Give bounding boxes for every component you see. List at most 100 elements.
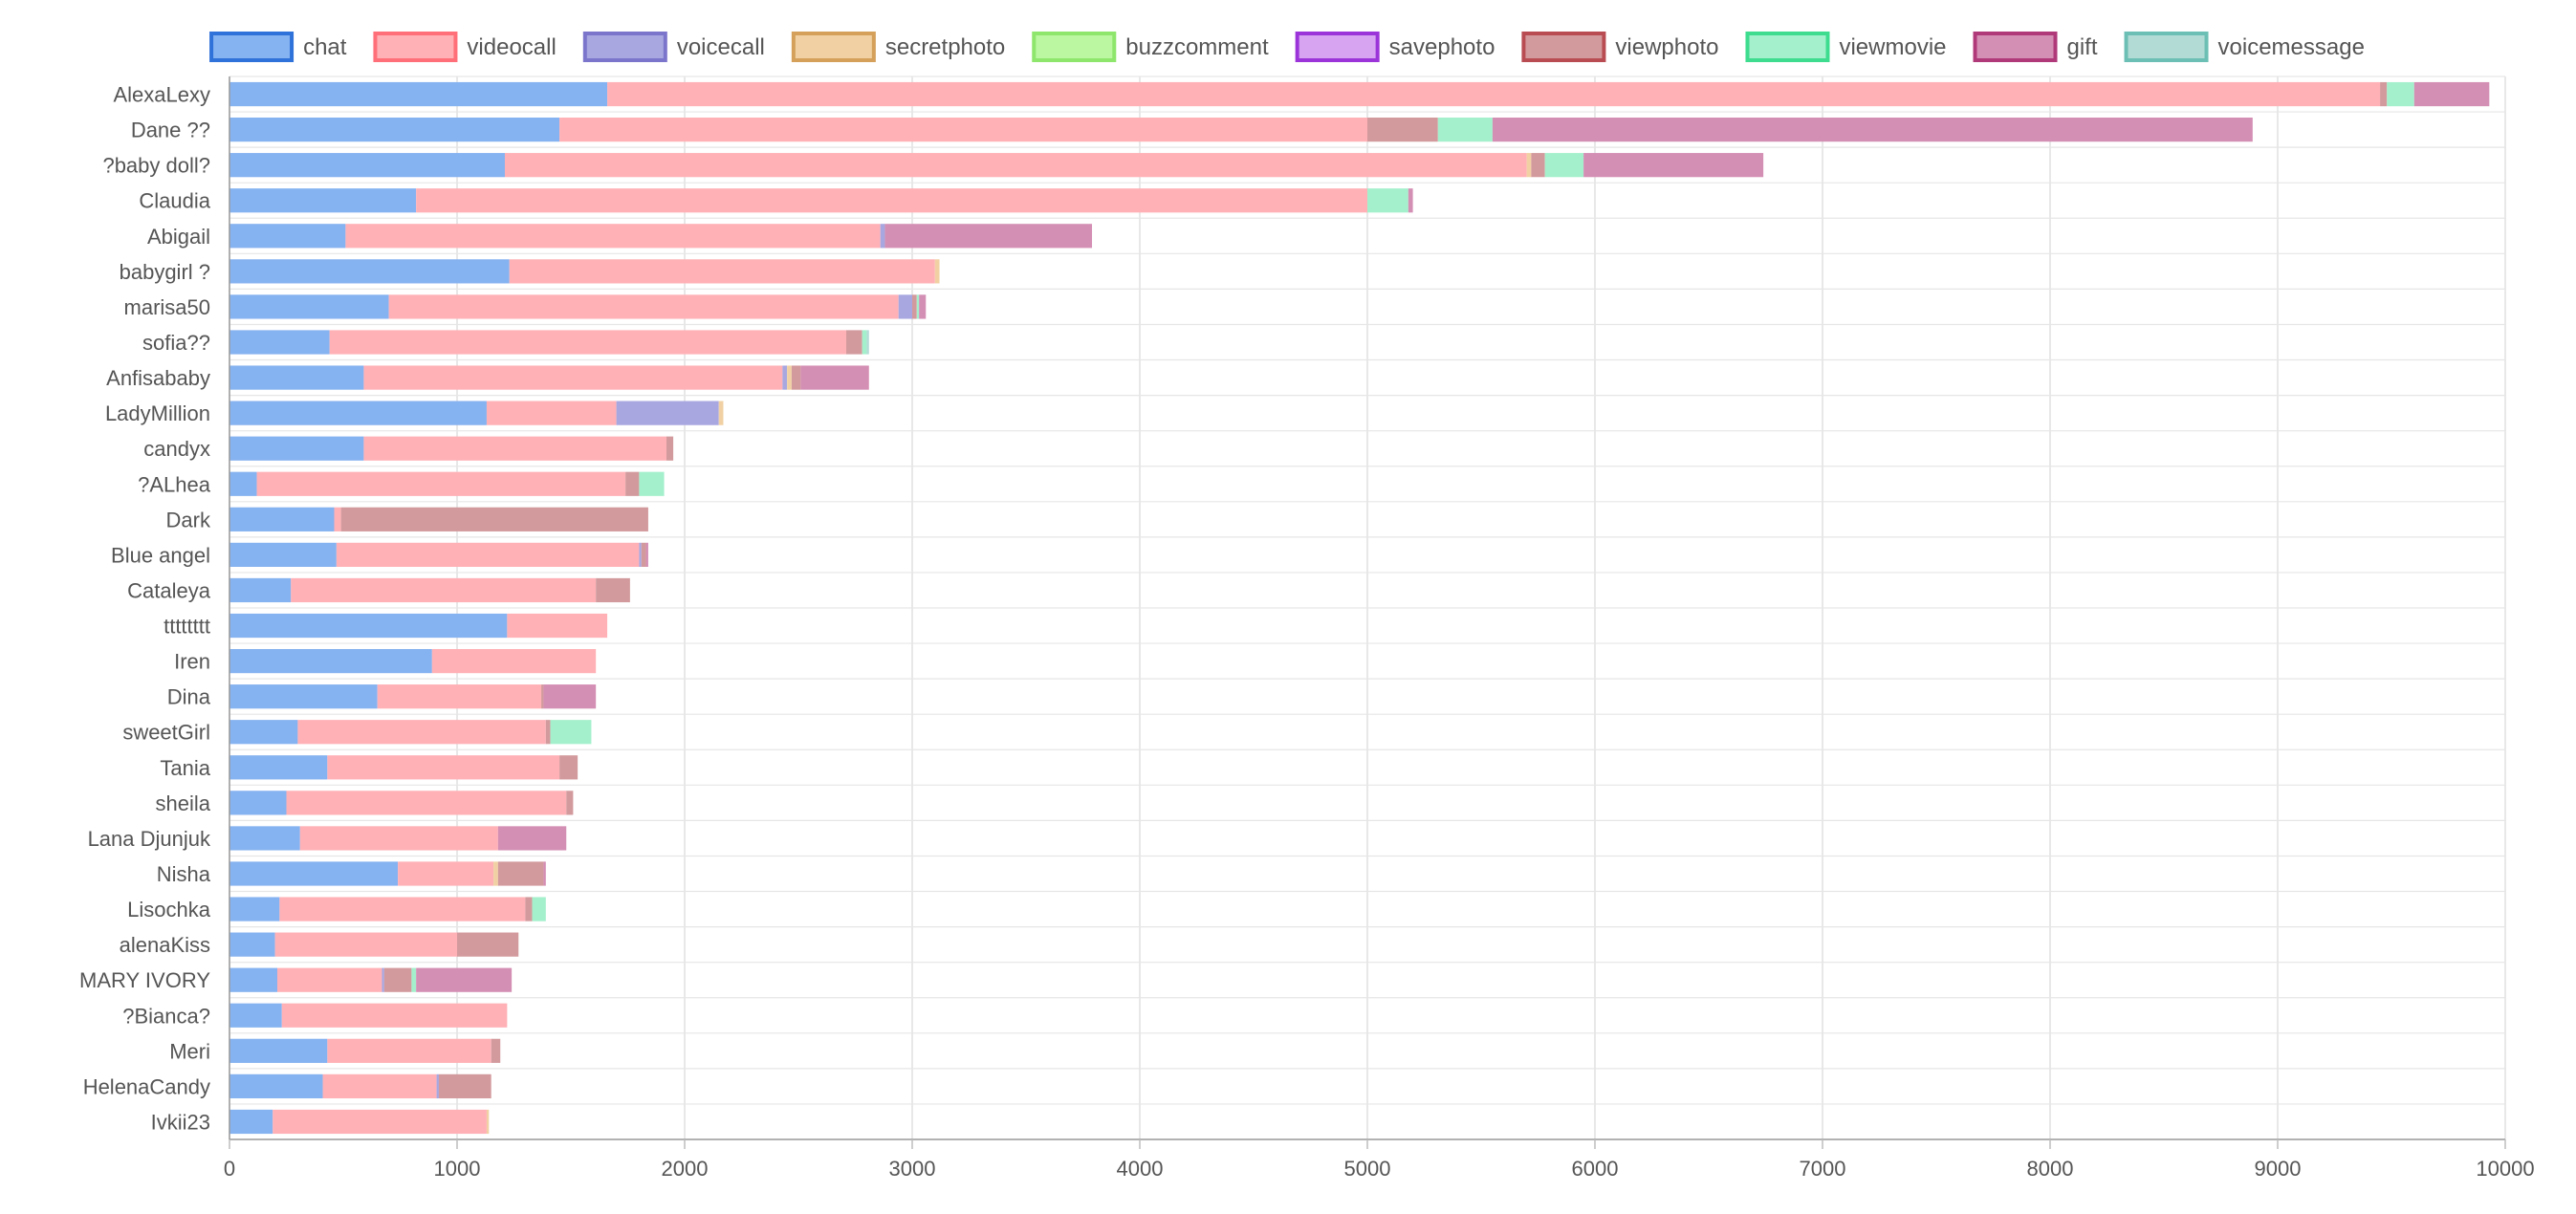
bar-chat-lana-djunjuk-21[interactable] (229, 826, 300, 851)
bar-viewphoto-alhea-11[interactable] (625, 471, 640, 496)
bar-viewphoto-dark-12[interactable] (340, 507, 648, 531)
bar-secretphoto-ladymillion-9[interactable] (718, 401, 724, 425)
bar-viewphoto-marisa50-6[interactable] (912, 294, 917, 319)
bar-viewmovie-sweetgirl-18[interactable] (550, 720, 592, 745)
bar-chat-sweetgirl-18[interactable] (229, 720, 298, 745)
bar-viewmovie-marisa50-6[interactable] (916, 294, 920, 319)
bar-viewphoto-cataleya-14[interactable] (596, 577, 630, 603)
bar-chat-cataleya-14[interactable] (229, 577, 292, 603)
bar-gift-alexalexy-0[interactable] (2413, 81, 2490, 107)
bar-gift-lana-djunjuk-21[interactable] (497, 826, 567, 851)
legend-item-savephoto[interactable]: savephoto (1295, 32, 1495, 62)
bar-chat-nisha-22[interactable] (229, 861, 399, 886)
bar-chat-abigail-4[interactable] (229, 224, 346, 249)
bar-viewmovie-alexalexy-0[interactable] (2387, 81, 2414, 107)
bar-gift-mary-ivory-25[interactable] (416, 967, 513, 992)
bar-chat-babygirl-5[interactable] (229, 259, 510, 284)
bar-videocall-candyx-10[interactable] (363, 436, 666, 461)
bar-viewphoto-sweetgirl-18[interactable] (545, 720, 551, 745)
bar-videocall-babygirl-5[interactable] (509, 259, 935, 284)
bar-viewphoto-helenacandy-28[interactable] (438, 1073, 491, 1099)
bar-viewphoto-mary-ivory-25[interactable] (383, 967, 412, 992)
bar-viewphoto-anfisababy-8[interactable] (791, 365, 801, 390)
legend-item-chat[interactable]: chat (209, 32, 347, 62)
bar-gift-claudia-3[interactable] (1408, 188, 1413, 213)
bar-viewphoto-blue-angel-13[interactable] (641, 542, 646, 568)
legend-item-voicemessage[interactable]: voicemessage (2124, 32, 2365, 62)
bar-gift-baby-doll-2[interactable] (1583, 153, 1764, 178)
legend-item-viewphoto[interactable]: viewphoto (1521, 32, 1718, 62)
bar-chat-bianca-26[interactable] (229, 1003, 282, 1028)
bar-videocall-tania-19[interactable] (327, 755, 560, 780)
bar-viewphoto-dane-1[interactable] (1367, 117, 1438, 142)
bar-viewphoto-lisochka-23[interactable] (525, 897, 533, 921)
bar-viewphoto-alexalexy-0[interactable] (2380, 81, 2388, 107)
bar-viewphoto-meri-27[interactable] (491, 1038, 501, 1063)
bar-viewmovie-sofia-7[interactable] (862, 330, 867, 355)
bar-videocall-tttttttt-15[interactable] (507, 613, 608, 639)
bar-chat-alhea-11[interactable] (229, 471, 257, 496)
bar-chat-claudia-3[interactable] (229, 188, 417, 213)
bar-videocall-alenakiss-24[interactable] (274, 932, 457, 957)
bar-chat-alexalexy-0[interactable] (229, 81, 608, 107)
bar-chat-iren-16[interactable] (229, 648, 432, 674)
bar-chat-tania-19[interactable] (229, 755, 328, 780)
bar-videocall-lana-djunjuk-21[interactable] (299, 826, 498, 851)
bar-viewphoto-baby-doll-2[interactable] (1531, 153, 1545, 178)
bar-viewmovie-mary-ivory-25[interactable] (411, 967, 417, 992)
bar-videocall-nisha-22[interactable] (398, 861, 494, 886)
bar-videocall-abigail-4[interactable] (345, 224, 881, 249)
bar-videocall-sofia-7[interactable] (329, 330, 846, 355)
bar-chat-dina-17[interactable] (229, 684, 378, 709)
bar-videocall-sweetgirl-18[interactable] (297, 720, 546, 745)
bar-gift-abigail-4[interactable] (884, 224, 1093, 249)
bar-voicecall-marisa50-6[interactable] (898, 294, 912, 319)
bar-viewmovie-dane-1[interactable] (1437, 117, 1493, 142)
bar-videocall-marisa50-6[interactable] (388, 294, 899, 319)
bar-videocall-blue-angel-13[interactable] (336, 542, 640, 568)
bar-voicecall-blue-angel-13[interactable] (639, 542, 642, 568)
bar-chat-alenakiss-24[interactable] (229, 932, 275, 957)
bar-videocall-cataleya-14[interactable] (291, 577, 597, 603)
bar-gift-blue-angel-13[interactable] (645, 542, 648, 568)
bar-chat-mary-ivory-25[interactable] (229, 967, 277, 992)
bar-gift-dina-17[interactable] (543, 684, 597, 709)
bar-videocall-mary-ivory-25[interactable] (276, 967, 382, 992)
bar-voicecall-abigail-4[interactable] (880, 224, 885, 249)
bar-secretphoto-babygirl-5[interactable] (934, 259, 940, 284)
legend-item-viewmovie[interactable]: viewmovie (1745, 32, 1947, 62)
bar-videocall-alexalexy-0[interactable] (607, 81, 2381, 107)
bar-gift-anfisababy-8[interactable] (800, 365, 869, 390)
bar-videocall-sheila-20[interactable] (286, 791, 567, 815)
bar-viewmovie-lisochka-23[interactable] (532, 897, 546, 921)
bar-videocall-baby-doll-2[interactable] (504, 153, 1527, 178)
bar-voicecall-helenacandy-28[interactable] (436, 1073, 439, 1099)
bar-gift-nisha-22[interactable] (543, 861, 546, 886)
legend-item-buzzcomment[interactable]: buzzcomment (1032, 32, 1269, 62)
bar-viewphoto-alenakiss-24[interactable] (457, 932, 519, 957)
bar-chat-ivkii23-29[interactable] (229, 1109, 273, 1135)
bar-chat-dane-1[interactable] (229, 117, 560, 142)
bar-chat-lisochka-23[interactable] (229, 897, 280, 921)
legend-item-voicecall[interactable]: voicecall (582, 32, 765, 62)
legend-item-gift[interactable]: gift (1973, 32, 2098, 62)
bar-viewphoto-tania-19[interactable] (559, 755, 579, 780)
bar-videocall-meri-27[interactable] (327, 1038, 491, 1063)
bar-gift-marisa50-6[interactable] (919, 294, 927, 319)
bar-chat-tttttttt-15[interactable] (229, 613, 508, 639)
bar-viewphoto-candyx-10[interactable] (666, 436, 674, 461)
bar-voicecall-anfisababy-8[interactable] (782, 365, 788, 390)
bar-videocall-anfisababy-8[interactable] (363, 365, 783, 390)
bar-videocall-helenacandy-28[interactable] (322, 1073, 437, 1099)
legend-item-videocall[interactable]: videocall (373, 32, 557, 62)
bar-videocall-dark-12[interactable] (334, 507, 341, 531)
bar-videocall-ladymillion-9[interactable] (486, 401, 617, 425)
bar-gift-dane-1[interactable] (1492, 117, 2253, 142)
bar-videocall-dane-1[interactable] (559, 117, 1367, 142)
bar-voicecall-ladymillion-9[interactable] (616, 401, 719, 425)
bar-videocall-lisochka-23[interactable] (279, 897, 526, 921)
bar-videocall-dina-17[interactable] (377, 684, 542, 709)
bar-chat-ladymillion-9[interactable] (229, 401, 487, 425)
bar-viewmovie-baby-doll-2[interactable] (1544, 153, 1584, 178)
bar-secretphoto-nisha-22[interactable] (493, 861, 498, 886)
